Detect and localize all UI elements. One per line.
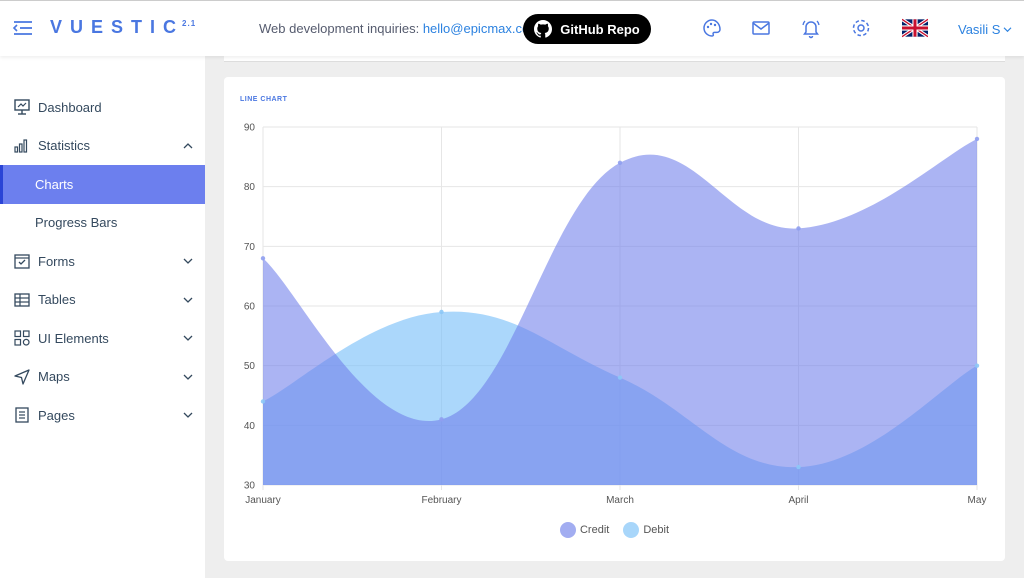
x-tick-label: April bbox=[788, 495, 808, 506]
data-point-credit bbox=[617, 160, 623, 165]
sidebar-item-progress-bars[interactable]: Progress Bars bbox=[0, 204, 205, 243]
bell-icon[interactable] bbox=[800, 17, 822, 39]
github-repo-button[interactable]: GitHub Repo bbox=[523, 14, 651, 44]
data-point-credit bbox=[796, 226, 801, 231]
legend-label-credit: Credit bbox=[579, 524, 610, 536]
brand-logo[interactable]: VUESTIC 2.1 bbox=[50, 17, 196, 38]
sidebar-item-ui-elements[interactable]: UI Elements bbox=[0, 319, 205, 358]
github-repo-label: GitHub Repo bbox=[560, 21, 640, 37]
sidebar-item-charts[interactable]: Charts bbox=[0, 165, 205, 204]
brand-name: VUESTIC bbox=[50, 17, 185, 37]
inquiries-label: Web development inquiries: bbox=[259, 21, 420, 36]
palette-icon[interactable] bbox=[701, 17, 723, 39]
data-point-debit bbox=[796, 464, 801, 470]
legend-item-debit[interactable]: Debit bbox=[623, 522, 669, 538]
data-point-debit bbox=[439, 309, 444, 315]
chart-legend: Credit Debit bbox=[224, 522, 1005, 538]
ui-elements-icon bbox=[14, 330, 30, 346]
top-bar: VUESTIC 2.1 Web development inquiries: h… bbox=[0, 0, 1024, 56]
y-tick-label: 90 bbox=[244, 123, 256, 134]
sidebar-item-dashboard[interactable]: Dashboard bbox=[0, 88, 205, 127]
data-point-debit bbox=[617, 375, 623, 380]
tables-icon bbox=[14, 292, 30, 307]
chevron-down-icon bbox=[183, 335, 193, 341]
y-tick-label: 40 bbox=[244, 421, 256, 432]
chevron-up-icon bbox=[183, 142, 193, 148]
chevron-down-icon bbox=[183, 297, 193, 303]
chevron-down-icon bbox=[1003, 27, 1012, 33]
sidebar-item-forms[interactable]: Forms bbox=[0, 242, 205, 281]
legend-item-credit[interactable]: Credit bbox=[559, 522, 610, 538]
y-tick-label: 60 bbox=[244, 302, 256, 313]
x-tick-label: March bbox=[606, 495, 634, 506]
legend-swatch-debit bbox=[623, 522, 640, 538]
legend-label-debit: Debit bbox=[643, 524, 670, 536]
sidebar-item-maps[interactable]: Maps bbox=[0, 358, 205, 397]
card-title: LINE CHART bbox=[240, 96, 288, 103]
page-strip bbox=[224, 56, 1005, 62]
sidebar-item-label: Pages bbox=[38, 407, 75, 423]
chevron-down-icon bbox=[183, 412, 193, 418]
x-tick-label: February bbox=[421, 495, 461, 506]
sidebar-item-label: Tables bbox=[38, 292, 76, 308]
sidebar-item-tables[interactable]: Tables bbox=[0, 281, 205, 320]
github-icon bbox=[534, 20, 553, 38]
statistics-icon bbox=[14, 138, 28, 153]
uk-flag-icon[interactable] bbox=[902, 18, 928, 38]
line-chart: 30 40 50 60 70 80 90 January February March April M… bbox=[244, 123, 987, 507]
user-name: Vasili S bbox=[958, 22, 1001, 37]
inquiries-email-link[interactable]: hello@epicmax.co bbox=[422, 21, 530, 36]
chevron-down-icon bbox=[183, 374, 193, 380]
sidebar-item-label: Forms bbox=[38, 253, 75, 269]
sidebar-item-pages[interactable]: Pages bbox=[0, 396, 205, 435]
y-tick-label: 50 bbox=[244, 361, 256, 372]
data-point-credit bbox=[974, 136, 980, 142]
gear-icon[interactable] bbox=[850, 17, 872, 39]
data-point-credit bbox=[439, 417, 444, 422]
inquiries-text: Web development inquiries: hello@epicmax… bbox=[259, 21, 529, 36]
sidebar-item-label: UI Elements bbox=[38, 330, 109, 346]
series-area-credit bbox=[263, 138, 977, 485]
line-chart-card: LINE CHART 30 40 50 60 70 80 90 January February… bbox=[224, 77, 1005, 561]
data-point-credit bbox=[260, 256, 266, 261]
sidebar-item-label: Statistics bbox=[38, 138, 91, 154]
data-point-debit bbox=[974, 363, 980, 368]
y-tick-label: 80 bbox=[244, 182, 256, 193]
sidebar-item-label: Maps bbox=[38, 369, 70, 385]
brand-version: 2.1 bbox=[182, 19, 197, 28]
mail-icon[interactable] bbox=[750, 17, 772, 39]
sidebar: Dashboard Statistics Charts Progress Bar… bbox=[0, 56, 205, 578]
y-tick-label: 30 bbox=[244, 481, 256, 492]
x-tick-label: May bbox=[968, 495, 987, 506]
sidebar-item-label: Charts bbox=[35, 176, 74, 192]
forms-icon bbox=[14, 254, 30, 269]
chevron-down-icon bbox=[183, 258, 193, 264]
dashboard-icon bbox=[14, 99, 30, 115]
user-menu[interactable]: Vasili S bbox=[958, 22, 1012, 37]
x-tick-label: January bbox=[245, 495, 281, 506]
maps-icon bbox=[14, 368, 30, 385]
data-point-debit bbox=[260, 399, 266, 404]
sidebar-item-statistics[interactable]: Statistics bbox=[0, 127, 205, 166]
menu-toggle-icon[interactable] bbox=[12, 17, 34, 39]
sidebar-item-label: Progress Bars bbox=[35, 215, 118, 231]
legend-swatch-credit bbox=[559, 522, 576, 538]
pages-icon bbox=[15, 407, 29, 423]
y-tick-label: 70 bbox=[244, 242, 256, 253]
sidebar-item-label: Dashboard bbox=[38, 99, 102, 115]
